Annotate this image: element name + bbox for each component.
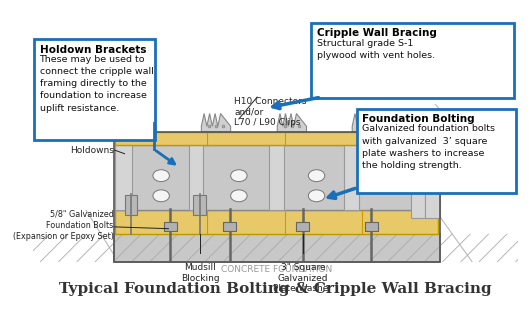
Text: Holdowns: Holdowns <box>70 146 113 155</box>
Text: Foundation Bolting: Foundation Bolting <box>363 114 475 124</box>
FancyBboxPatch shape <box>357 109 516 193</box>
Bar <box>125 195 137 215</box>
Text: Structural grade S-1
plywood with vent holes.: Structural grade S-1 plywood with vent h… <box>316 38 435 60</box>
Bar <box>189 145 203 210</box>
Ellipse shape <box>308 190 325 202</box>
Ellipse shape <box>231 170 247 182</box>
Ellipse shape <box>308 170 325 182</box>
Bar <box>411 132 426 218</box>
Bar <box>113 132 440 262</box>
Bar <box>113 234 440 262</box>
Text: Holdown Brackets: Holdown Brackets <box>40 45 146 55</box>
Polygon shape <box>201 113 231 132</box>
Bar <box>365 222 378 232</box>
Ellipse shape <box>231 190 247 202</box>
Bar <box>116 145 438 210</box>
Bar <box>116 132 438 145</box>
Polygon shape <box>352 113 382 132</box>
Bar <box>116 210 438 234</box>
Polygon shape <box>127 113 156 132</box>
Text: Cripple Wall Bracing: Cripple Wall Bracing <box>316 28 436 38</box>
Bar <box>296 222 309 232</box>
Ellipse shape <box>153 170 170 182</box>
Text: Mudsill
Blocking: Mudsill Blocking <box>181 264 220 283</box>
Text: 3" Square
Galvanized
Plate Washer: 3" Square Galvanized Plate Washer <box>273 264 332 293</box>
Text: 5/8" Galvanized
Foundation Bolts
(Expansion or Epoxy Set): 5/8" Galvanized Foundation Bolts (Expans… <box>13 209 113 241</box>
Bar <box>116 145 132 210</box>
Text: Galvanized foundation bolts
with galvanized  3’ square
plate washers to increase: Galvanized foundation bolts with galvani… <box>363 124 495 170</box>
Bar <box>193 195 206 215</box>
FancyBboxPatch shape <box>34 39 155 140</box>
Text: H10 Connectors
and/or
L70 / L90 Clips: H10 Connectors and/or L70 / L90 Clips <box>234 97 307 127</box>
FancyBboxPatch shape <box>311 23 514 98</box>
Bar <box>164 222 176 232</box>
Bar <box>426 132 440 218</box>
Ellipse shape <box>153 190 170 202</box>
Bar <box>411 145 427 210</box>
Polygon shape <box>277 113 306 132</box>
Text: These may be used to
connect the cripple wall
framing directly to the
foundation: These may be used to connect the cripple… <box>40 55 153 113</box>
Bar <box>223 222 236 232</box>
Text: Double
Studding: Double Studding <box>444 146 484 166</box>
Bar <box>344 145 359 210</box>
Text: CONCRETE FOUNDATION: CONCRETE FOUNDATION <box>221 265 332 274</box>
Bar <box>269 145 284 210</box>
Text: Typical Foundation Bolting & Cripple Wall Bracing: Typical Foundation Bolting & Cripple Wal… <box>59 282 492 296</box>
